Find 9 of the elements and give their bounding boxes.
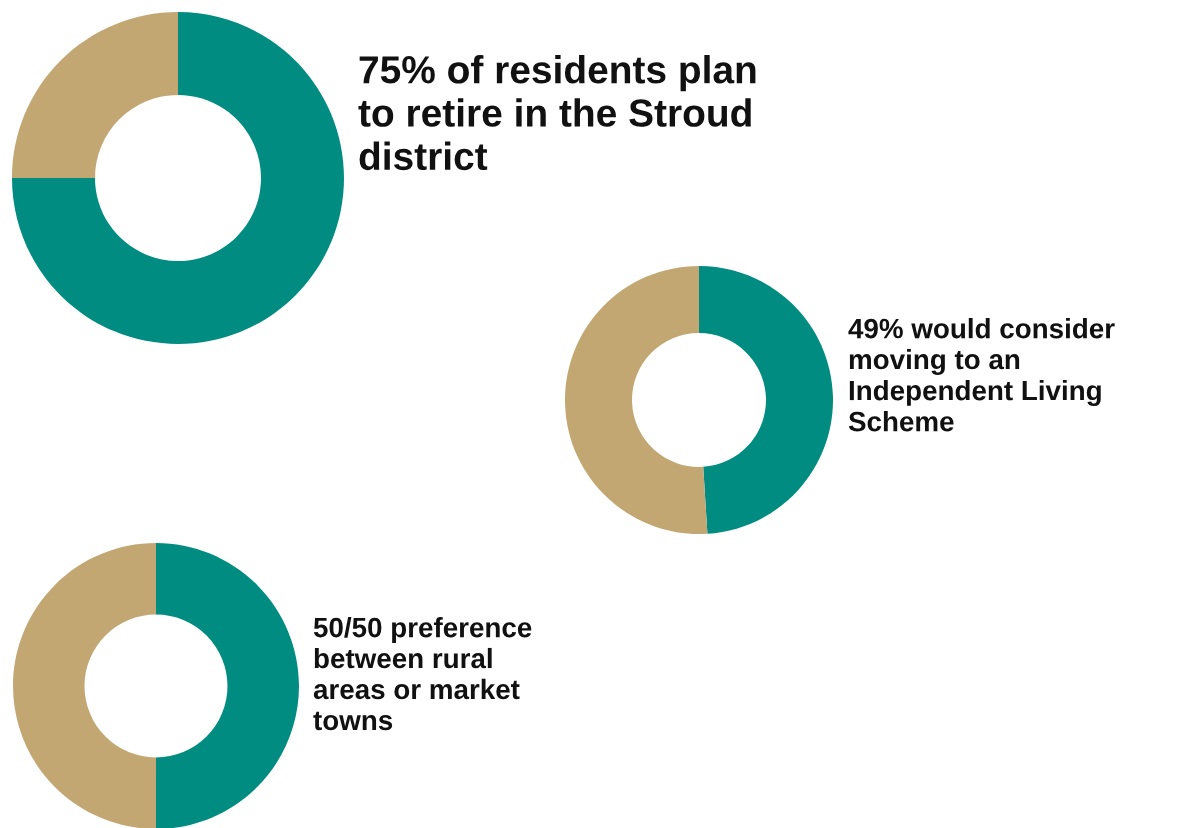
text: 50/50 preference between rural areas or market towns [313, 617, 532, 731]
text: 49% would consider moving to an Independent Living Scheme [848, 318, 1115, 432]
donut-slice [12, 12, 344, 344]
donut-slice [12, 12, 178, 178]
donut-slice [699, 266, 833, 534]
text: 75% of residents plan to retire in the Stroud district [358, 55, 756, 171]
donut-slice [156, 543, 299, 828]
donut-slice [13, 543, 156, 828]
donut-slice [565, 266, 708, 534]
